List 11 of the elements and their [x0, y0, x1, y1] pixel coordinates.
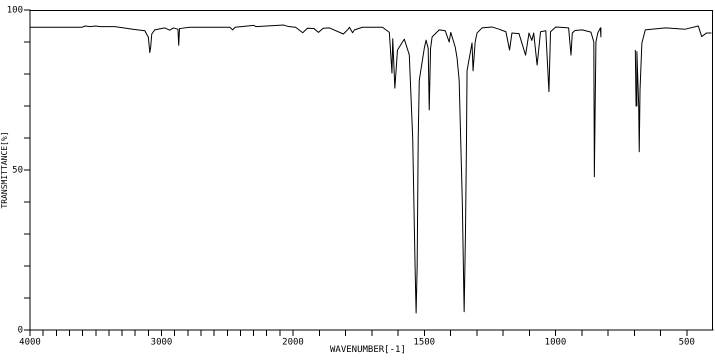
x-axis-title: WAVENUMBER[-1] — [330, 345, 406, 355]
x-tick-label: 1500 — [413, 338, 436, 348]
x-tick-label: 2000 — [282, 338, 304, 348]
x-tick-label: 4000 — [19, 338, 41, 348]
y-axis-title: TRANSMITTANCE[%] — [0, 131, 9, 209]
x-tick-label: 1000 — [544, 338, 566, 348]
x-tick-label: 500 — [678, 338, 695, 348]
y-tick-label: 0 — [18, 325, 23, 336]
x-tick-label: 3000 — [150, 338, 172, 348]
y-tick-label: 50 — [12, 165, 23, 176]
y-tick-label: 100 — [6, 5, 23, 16]
